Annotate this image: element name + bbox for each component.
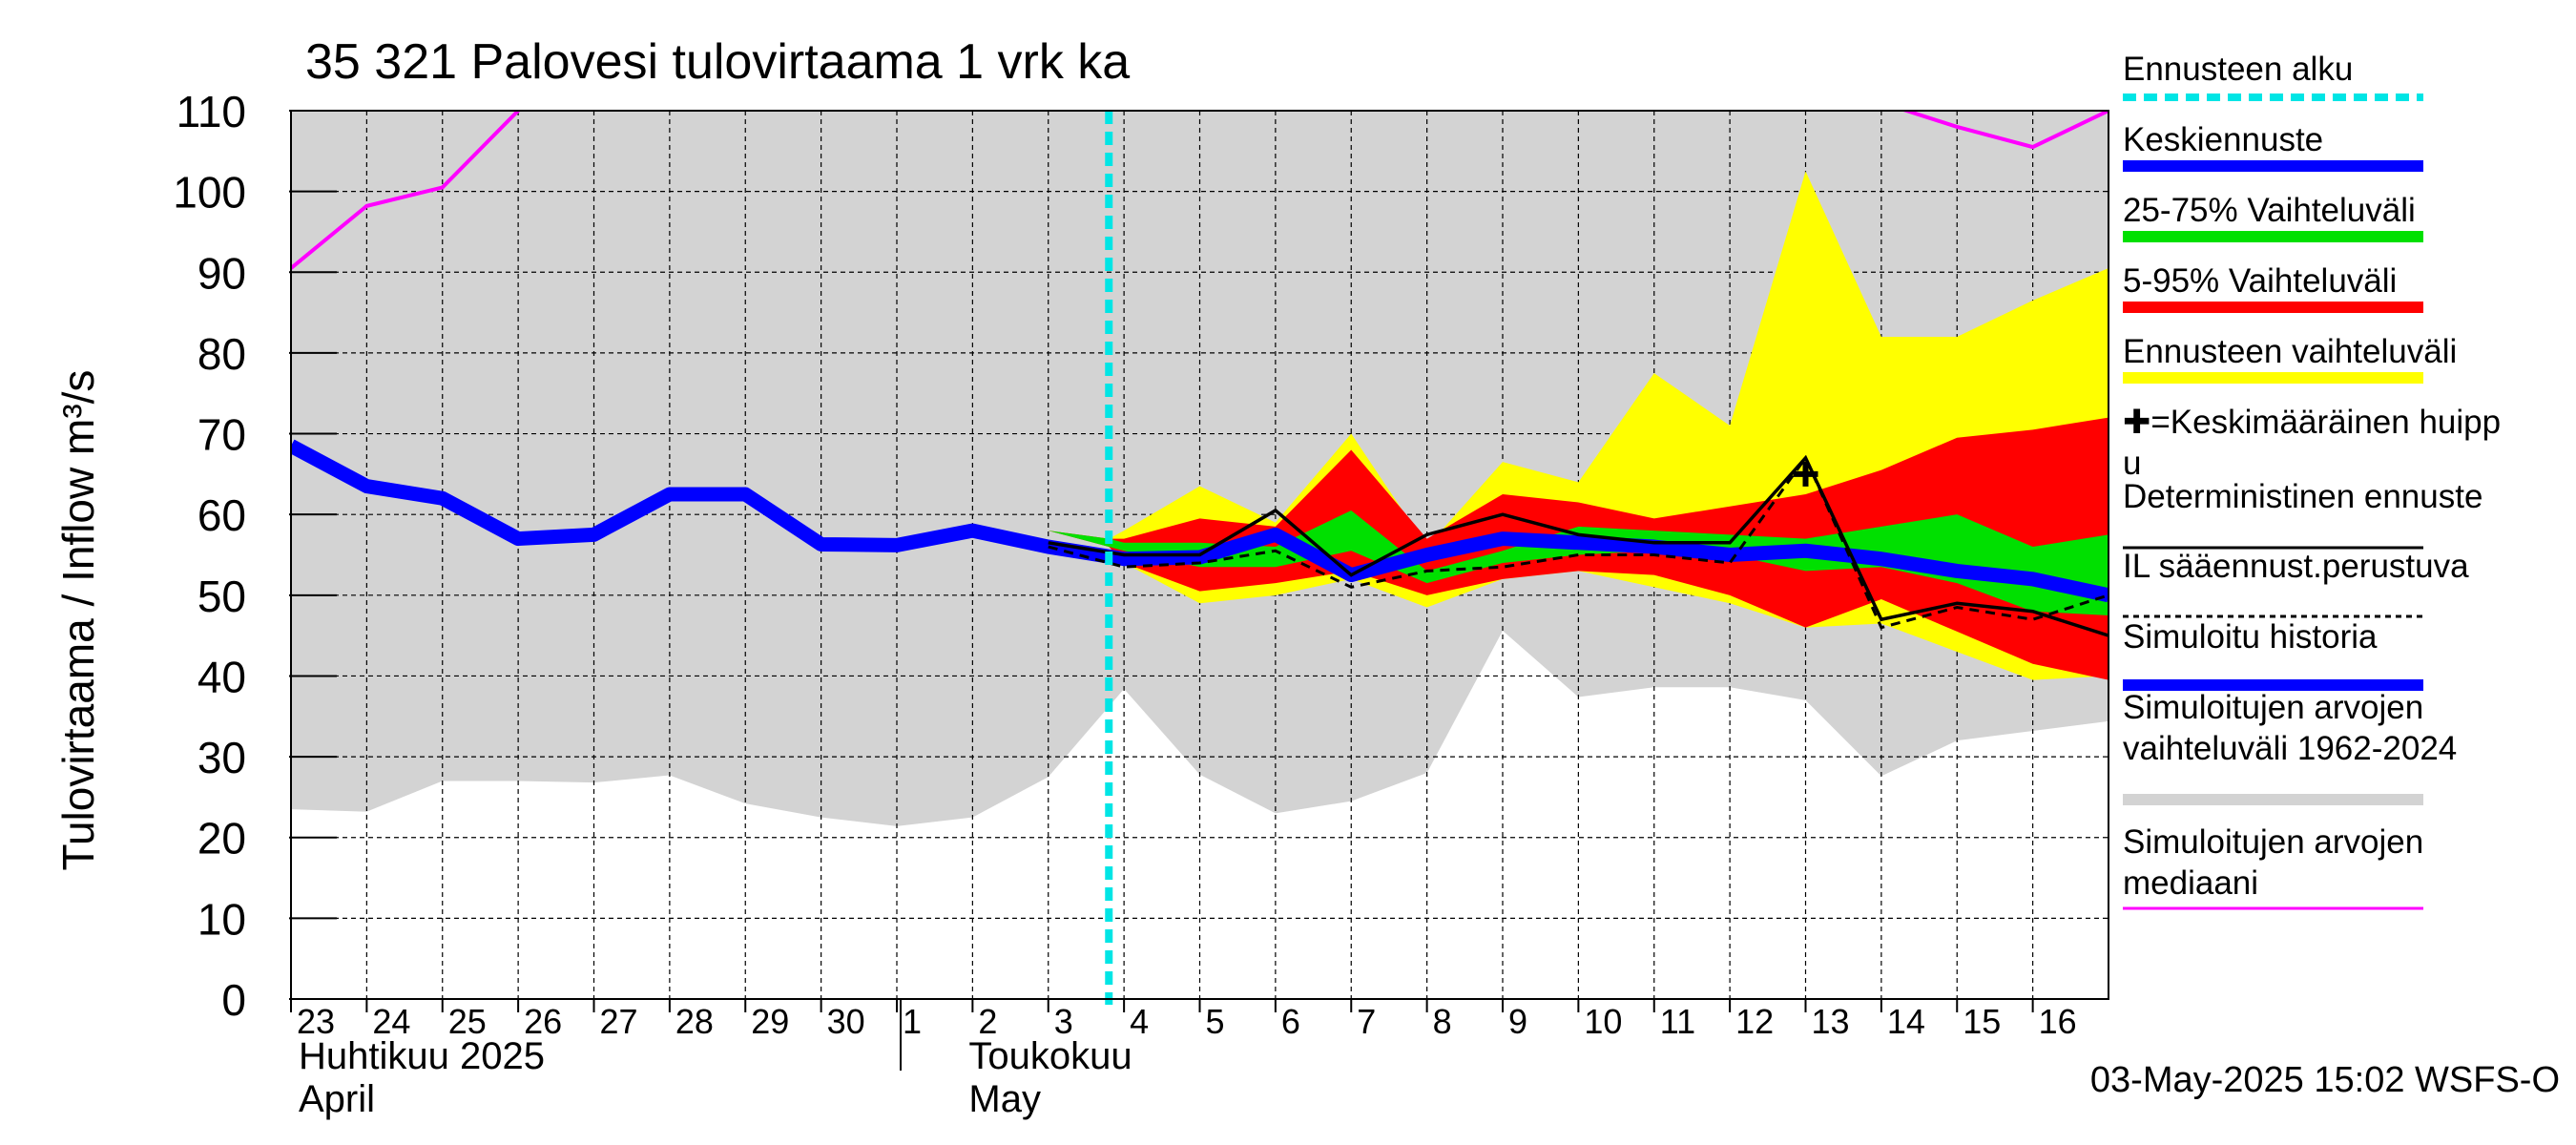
month-label-en: May	[968, 1078, 1041, 1120]
x-tick-label: 2	[978, 1002, 997, 1041]
timestamp: 03-May-2025 15:02 WSFS-O	[2090, 1060, 2560, 1100]
legend-label-2: u	[2123, 445, 2141, 482]
legend-label-2: vaihteluväli 1962-2024	[2123, 730, 2457, 767]
x-tick-label: 25	[448, 1002, 487, 1041]
legend-label: 25-75% Vaihteluväli	[2123, 192, 2416, 229]
weather-forecast-line	[1048, 454, 2109, 630]
y-tick-label: 60	[197, 490, 246, 540]
legend-label-2: mediaani	[2123, 864, 2258, 902]
y-tick-label: 20	[197, 814, 246, 864]
x-tick-label: 12	[1735, 1002, 1774, 1041]
x-tick-label: 23	[297, 1002, 335, 1041]
y-tick-label: 90	[197, 248, 246, 298]
x-tick-label: 3	[1054, 1002, 1073, 1041]
x-tick-label: 15	[1963, 1002, 2001, 1041]
month-label: Toukokuu	[968, 1035, 1132, 1077]
x-tick-label: 5	[1206, 1002, 1225, 1041]
y-tick-label: 50	[197, 572, 246, 621]
x-tick-label: 13	[1812, 1002, 1850, 1041]
legend: Ennusteen alku Keskiennuste 25-75% Vaihtel…	[2123, 51, 2501, 910]
month-label-en: April	[299, 1078, 375, 1120]
x-tick-label: 6	[1281, 1002, 1300, 1041]
x-tick-label: 7	[1357, 1002, 1376, 1041]
month-label: Huhtikuu 2025	[299, 1035, 545, 1077]
x-tick-label: 10	[1584, 1002, 1622, 1041]
y-tick-label: 80	[197, 329, 246, 379]
x-tick-label: 30	[827, 1002, 865, 1041]
legend-label: IL sääennust.perustuva	[2123, 548, 2469, 585]
x-tick-label: 26	[524, 1002, 562, 1041]
y-tick-label: 10	[197, 894, 246, 944]
x-tick-label: 8	[1433, 1002, 1452, 1041]
x-tick-label: 14	[1887, 1002, 1925, 1041]
y-axis-label: Tulovirtaama / Inflow m³/s	[53, 370, 103, 871]
plot-marks	[291, 111, 2109, 999]
y-tick-label: 0	[221, 975, 246, 1025]
y-tick-label: 110	[177, 87, 246, 136]
legend-label: Simuloitujen arvojen	[2123, 823, 2423, 861]
deterministic-forecast-line	[1048, 454, 2109, 637]
simulated-history-line	[291, 439, 2109, 603]
x-tick-label: 29	[751, 1002, 789, 1041]
x-tick-label: 16	[2039, 1002, 2077, 1041]
chart-title: 35 321 Palovesi tulovirtaama 1 vrk ka	[305, 34, 1130, 90]
y-tick-label: 100	[173, 168, 246, 218]
x-tick-label: 24	[372, 1002, 410, 1041]
y-tick-label: 40	[197, 652, 246, 701]
x-tick-label: 28	[675, 1002, 714, 1041]
legend-label: ✚=Keskimääräinen huipp	[2123, 404, 2501, 441]
x-tick-label: 9	[1508, 1002, 1527, 1041]
legend-label: 5-95% Vaihteluväli	[2123, 262, 2397, 300]
peak-marker	[1793, 461, 1818, 487]
legend-label: Simuloitujen arvojen	[2123, 689, 2423, 726]
x-tick-label: 4	[1130, 1002, 1149, 1041]
legend-label: Simuloitu historia	[2123, 618, 2378, 656]
x-tick-label: 27	[600, 1002, 638, 1041]
y-tick-label: 30	[197, 733, 246, 782]
legend-label: Keskiennuste	[2123, 121, 2323, 158]
legend-label: Ennusteen vaihteluväli	[2123, 333, 2457, 370]
legend-label: Deterministinen ennuste	[2123, 478, 2483, 515]
legend-label: Ennusteen alku	[2123, 51, 2353, 88]
x-tick-label: 11	[1660, 1002, 1695, 1041]
y-tick-label: 70	[197, 410, 246, 460]
x-tick-label: 1	[903, 1002, 922, 1041]
